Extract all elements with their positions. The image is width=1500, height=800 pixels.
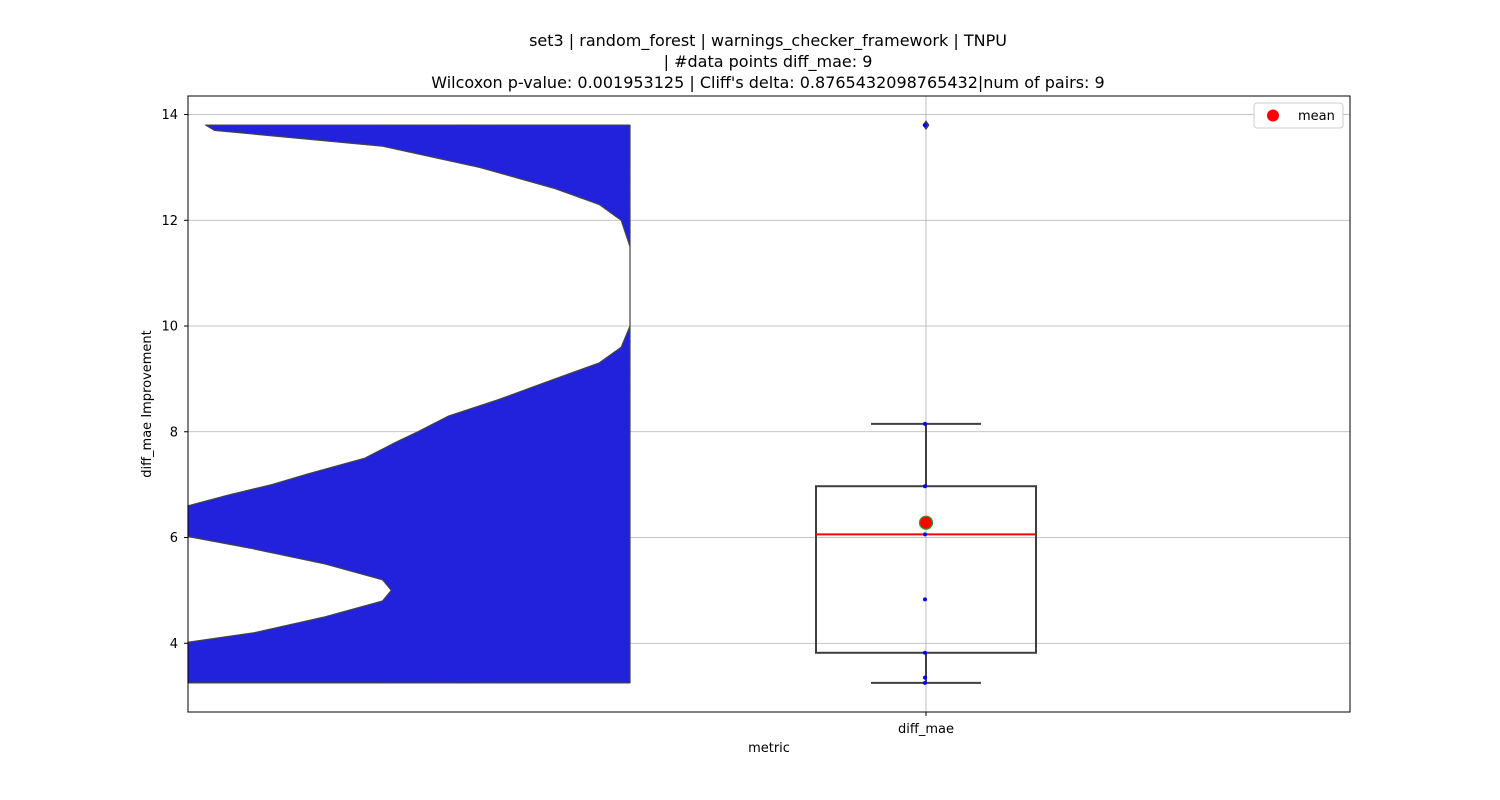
y-tick-label: 14 [161,108,178,123]
mean-marker [918,515,934,530]
legend-frame [1253,102,1344,129]
axes: 4 6 8 10 12 14 diff_mae [161,108,954,737]
data-point [923,123,927,128]
title-line-1: set3 | random_forest | warnings_checker_… [529,31,1007,51]
legend-mean-label: mean [1298,109,1335,124]
data-point [923,484,927,489]
data-point [923,680,927,685]
y-tick-label: 6 [170,531,178,546]
data-point [923,597,927,602]
data-points [918,123,934,685]
violin [187,124,631,684]
x-tick-label: diff_mae [898,722,954,737]
legend-mean-marker [1267,109,1279,122]
x-axis-label: metric [748,741,790,756]
y-tick-label: 8 [170,425,178,440]
data-point [923,532,927,537]
plot-frame [187,95,1351,713]
data-point [923,675,927,680]
y-tick-label: 4 [170,637,178,652]
title-line-3: Wilcoxon p-value: 0.001953125 | Cliff's … [431,73,1104,92]
y-axis-label: diff_mae Improvement [140,330,155,478]
y-tick-label: 10 [161,320,178,335]
chart-title: set3 | random_forest | warnings_checker_… [431,31,1104,92]
violin-body [187,124,631,684]
title-line-2: | #data points diff_mae: 9 [664,52,873,72]
y-tick-label: 12 [161,214,178,229]
data-point [923,421,927,426]
data-point [923,650,927,655]
legend: mean [1253,102,1344,129]
